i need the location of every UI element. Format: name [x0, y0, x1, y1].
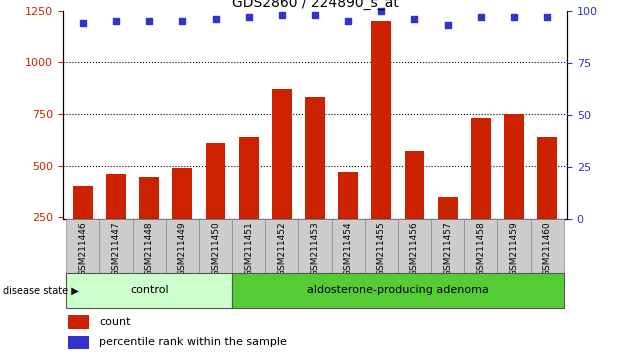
Point [443, 22, 453, 28]
Bar [68, 336, 89, 349]
Bar [404, 151, 425, 269]
Text: GSM211446: GSM211446 [78, 221, 88, 276]
Bar [139, 177, 159, 269]
Point [410, 16, 420, 22]
Bar [66, 273, 232, 308]
Bar [68, 315, 89, 329]
Bar [232, 273, 564, 308]
Bar [504, 114, 524, 269]
Text: GSM211452: GSM211452 [277, 221, 287, 276]
Bar [299, 219, 331, 273]
Bar [232, 219, 265, 273]
Title: GDS2860 / 224890_s_at: GDS2860 / 224890_s_at [232, 0, 398, 10]
Bar [73, 187, 93, 269]
Point [310, 12, 320, 18]
Text: GSM211451: GSM211451 [244, 221, 253, 276]
Bar [537, 137, 557, 269]
Bar [106, 174, 126, 269]
Bar [199, 219, 232, 273]
Point [376, 8, 386, 13]
Text: GSM211454: GSM211454 [343, 221, 353, 276]
Point [210, 16, 220, 22]
Point [542, 14, 552, 20]
Bar [100, 219, 133, 273]
Bar [331, 219, 365, 273]
Text: GSM211459: GSM211459 [510, 221, 518, 276]
Bar [371, 21, 391, 269]
Bar [133, 219, 166, 273]
Bar [438, 197, 457, 269]
Point [78, 20, 88, 26]
Bar [166, 219, 199, 273]
Bar [265, 219, 299, 273]
Text: GSM211456: GSM211456 [410, 221, 419, 276]
Text: percentile rank within the sample: percentile rank within the sample [100, 337, 287, 348]
Bar [66, 219, 100, 273]
Bar [530, 219, 564, 273]
Bar [464, 219, 497, 273]
Text: aldosterone-producing adenoma: aldosterone-producing adenoma [307, 285, 489, 295]
Text: GSM211455: GSM211455 [377, 221, 386, 276]
Text: GSM211448: GSM211448 [145, 221, 154, 276]
Text: control: control [130, 285, 168, 295]
Bar [338, 172, 358, 269]
Point [244, 14, 254, 20]
Bar [305, 97, 325, 269]
Bar [398, 219, 431, 273]
Text: GSM211447: GSM211447 [112, 221, 120, 276]
Point [509, 14, 519, 20]
Text: GSM211453: GSM211453 [311, 221, 319, 276]
Bar [365, 219, 398, 273]
Point [177, 18, 187, 24]
Text: count: count [100, 317, 131, 327]
Point [111, 18, 121, 24]
Point [277, 12, 287, 18]
Text: GSM211450: GSM211450 [211, 221, 220, 276]
Bar [205, 143, 226, 269]
Text: GSM211460: GSM211460 [542, 221, 552, 276]
Text: GSM211449: GSM211449 [178, 221, 187, 276]
Point [343, 18, 353, 24]
Bar [272, 89, 292, 269]
Bar [431, 219, 464, 273]
Text: GSM211458: GSM211458 [476, 221, 485, 276]
Point [476, 14, 486, 20]
Bar [471, 118, 491, 269]
Bar [173, 168, 192, 269]
Bar [239, 137, 259, 269]
Text: disease state ▶: disease state ▶ [3, 285, 79, 295]
Text: GSM211457: GSM211457 [443, 221, 452, 276]
Bar [497, 219, 530, 273]
Point [144, 18, 154, 24]
